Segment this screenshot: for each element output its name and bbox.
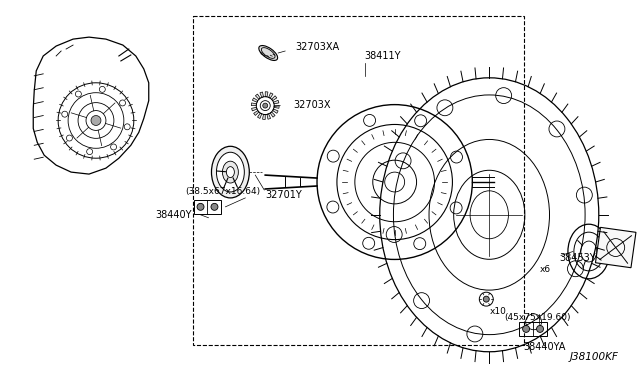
Polygon shape xyxy=(252,98,258,102)
Polygon shape xyxy=(273,109,278,113)
Bar xyxy=(193,200,221,214)
Polygon shape xyxy=(253,110,259,115)
Ellipse shape xyxy=(227,167,234,177)
Ellipse shape xyxy=(216,152,244,192)
Polygon shape xyxy=(260,92,264,97)
Polygon shape xyxy=(273,100,279,104)
Text: 38411Y: 38411Y xyxy=(365,51,401,61)
Polygon shape xyxy=(255,94,260,99)
Circle shape xyxy=(536,326,543,333)
Polygon shape xyxy=(262,114,265,119)
Bar xyxy=(193,16,524,345)
Text: 38440Y: 38440Y xyxy=(156,210,192,220)
Polygon shape xyxy=(269,93,273,98)
Circle shape xyxy=(197,203,204,210)
Text: x6: x6 xyxy=(540,264,551,273)
Circle shape xyxy=(211,203,218,210)
Text: x10: x10 xyxy=(489,307,506,315)
Text: 32703X: 32703X xyxy=(293,100,331,110)
Text: 32703XA: 32703XA xyxy=(295,42,339,52)
Text: (45x75x19.60): (45x75x19.60) xyxy=(504,312,571,321)
Polygon shape xyxy=(265,92,268,97)
Circle shape xyxy=(523,326,529,333)
Text: J38100KF: J38100KF xyxy=(570,352,619,362)
Text: (38.5x67x16.64): (38.5x67x16.64) xyxy=(186,187,260,196)
Text: 38440YA: 38440YA xyxy=(523,342,565,352)
Polygon shape xyxy=(271,96,277,101)
Circle shape xyxy=(263,103,268,108)
Text: 38453Y: 38453Y xyxy=(559,253,596,263)
Polygon shape xyxy=(267,114,271,119)
Ellipse shape xyxy=(259,45,278,61)
Polygon shape xyxy=(252,108,257,111)
Polygon shape xyxy=(270,112,275,117)
Polygon shape xyxy=(257,113,262,118)
Bar xyxy=(519,322,547,336)
Circle shape xyxy=(91,116,101,125)
Circle shape xyxy=(483,296,489,302)
Polygon shape xyxy=(274,106,279,108)
Polygon shape xyxy=(252,103,257,106)
Ellipse shape xyxy=(211,146,250,198)
Text: 32701Y: 32701Y xyxy=(265,190,302,200)
Bar xyxy=(595,227,636,268)
Ellipse shape xyxy=(223,161,238,183)
